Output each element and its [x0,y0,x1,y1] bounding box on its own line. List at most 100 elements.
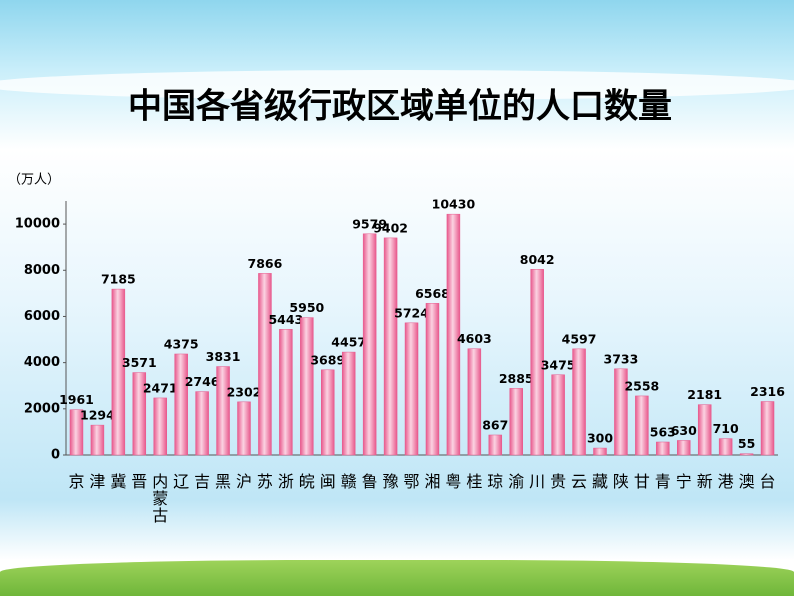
x-tick-label: 川 [529,472,546,491]
value-label: 7866 [248,256,283,271]
value-label: 3571 [122,355,157,370]
y-tick-label: 4000 [24,355,60,370]
chart-title: 中国各省级行政区域单位的人口数量 [128,87,672,127]
y-axis-label: （万人） [8,173,60,188]
value-label: 1961 [59,392,94,407]
x-tick-label: 冀 [110,472,127,491]
bar [321,369,335,456]
value-label: 5950 [289,300,324,315]
bar [614,368,628,456]
bar [718,438,733,456]
x-tick-label: 陕 [612,472,629,491]
value-label: 3475 [541,357,576,372]
bar [237,401,251,456]
x-tick-label: 宁 [675,472,692,491]
bar [677,440,691,456]
value-label: 563 [650,424,676,439]
x-tick-label: 琼 [487,472,504,491]
grass [0,560,794,596]
value-label: 3831 [206,349,241,364]
value-label: 7185 [101,272,136,287]
x-tick-label: 内蒙古 [152,472,169,525]
bar [404,322,419,456]
value-label: 55 [738,436,755,451]
bar [90,424,105,456]
value-label: 4457 [331,335,366,350]
bar [760,401,775,456]
x-tick-label: 晋 [131,472,148,491]
value-label: 6568 [415,286,450,301]
bar [195,391,209,456]
x-tick-label: 鲁 [361,472,378,491]
x-tick-label: 渝 [508,472,525,491]
bar [551,374,565,456]
value-label: 9402 [373,220,408,235]
x-tick-label: 青 [654,472,671,491]
value-label: 4603 [457,331,492,346]
bar [362,233,377,456]
bar [635,395,649,456]
value-label: 8042 [520,252,555,267]
x-tick-label: 浙 [277,472,294,491]
value-label: 2885 [499,371,534,386]
x-tick-label: 台 [759,472,776,491]
bar [593,447,607,456]
x-tick-label: 豫 [382,472,399,491]
bar [300,317,314,456]
bar [174,353,188,456]
value-label: 10430 [432,197,476,212]
y-tick-label: 0 [51,448,60,463]
bar [467,348,482,456]
x-tick-label: 澳 [738,472,755,491]
value-label: 2746 [185,374,220,389]
bar [111,288,126,456]
bar [258,273,272,456]
bar [530,269,544,456]
x-tick-label: 津 [89,472,106,491]
y-tick-label: 2000 [24,401,60,416]
value-label: 4597 [562,331,597,346]
bar [739,453,754,456]
x-tick-label: 贵 [550,472,567,491]
value-label: 710 [713,421,739,436]
value-label: 2302 [227,384,262,399]
value-label: 867 [482,417,508,432]
x-tick-label: 皖 [298,472,315,491]
bar [446,213,461,456]
bar [425,303,440,456]
value-label: 1294 [80,408,115,423]
value-label: 5724 [394,305,429,320]
x-tick-label: 沪 [235,472,252,491]
bar [383,237,398,456]
x-tick-label: 鄂 [403,472,420,491]
y-tick-label: 10000 [15,217,60,232]
bar [341,351,356,456]
cloud-band [0,70,794,100]
value-label: 2471 [143,380,178,395]
x-tick-label: 闽 [319,472,336,491]
value-label: 300 [587,431,613,446]
x-tick-label: 甘 [633,472,650,491]
value-label: 2558 [624,378,659,393]
x-tick-label: 湘 [424,472,441,491]
x-tick-label: 粤 [445,472,462,491]
value-label: 3733 [604,351,639,366]
bar [153,397,167,456]
y-tick-label: 8000 [24,263,60,278]
x-tick-label: 藏 [591,472,608,491]
value-label: 2181 [687,387,722,402]
x-tick-label: 新 [696,472,713,491]
bar [509,388,523,456]
x-tick-label: 港 [717,472,734,491]
value-label: 5443 [268,312,303,327]
bar [697,404,712,456]
value-label: 3689 [310,352,345,367]
bar [488,434,503,456]
x-tick-label: 赣 [340,472,357,491]
bar [216,366,230,456]
bar [69,409,84,456]
bar [132,372,147,456]
value-label: 2316 [750,384,785,399]
